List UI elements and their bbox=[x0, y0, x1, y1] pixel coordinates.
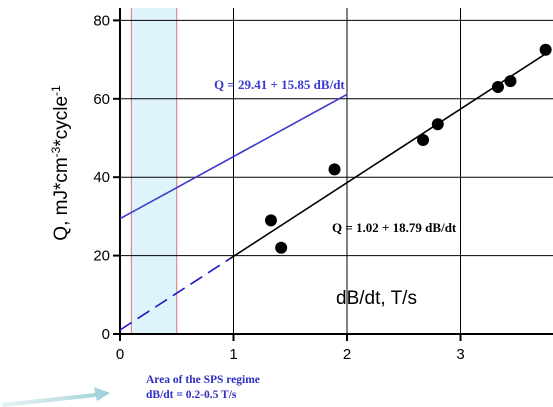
x-tick-label: 3 bbox=[456, 346, 464, 363]
data-point bbox=[431, 118, 444, 131]
pointer-arrow bbox=[2, 387, 110, 407]
y-axis-title: Q, mJ*cm-3*cycle-1 bbox=[49, 85, 72, 241]
data-point bbox=[417, 133, 430, 146]
fit-line bbox=[119, 93, 348, 220]
data-point bbox=[328, 163, 341, 176]
data-point bbox=[504, 75, 517, 88]
x-tick-label: 0 bbox=[116, 346, 124, 363]
shaded-region bbox=[131, 8, 177, 334]
data-point bbox=[275, 241, 288, 254]
y-tick-label: 60 bbox=[93, 91, 110, 108]
black-fit-equation: Q = 1.02 + 18.79 dB/dt bbox=[332, 220, 457, 235]
data-point bbox=[491, 81, 504, 94]
data-point bbox=[264, 214, 277, 227]
x-axis-title: dB/dt, T/s bbox=[336, 288, 417, 309]
data-point bbox=[539, 43, 552, 56]
x-tick-label: 1 bbox=[229, 346, 237, 363]
x-tick-label: 2 bbox=[343, 346, 351, 363]
fit-line bbox=[119, 257, 231, 331]
y-tick-label: 20 bbox=[93, 248, 110, 265]
y-tick-label: 40 bbox=[93, 169, 110, 186]
blue-fit-equation: Q = 29.41 + 15.85 dB/dt bbox=[214, 77, 345, 92]
region-caption-line1: Area of the SPS regime bbox=[146, 374, 260, 386]
y-tick-label: 80 bbox=[93, 12, 110, 29]
y-tick-label: 0 bbox=[102, 326, 110, 343]
region-caption-line2: dB/dt = 0.2-0.5 T/s bbox=[146, 389, 237, 401]
